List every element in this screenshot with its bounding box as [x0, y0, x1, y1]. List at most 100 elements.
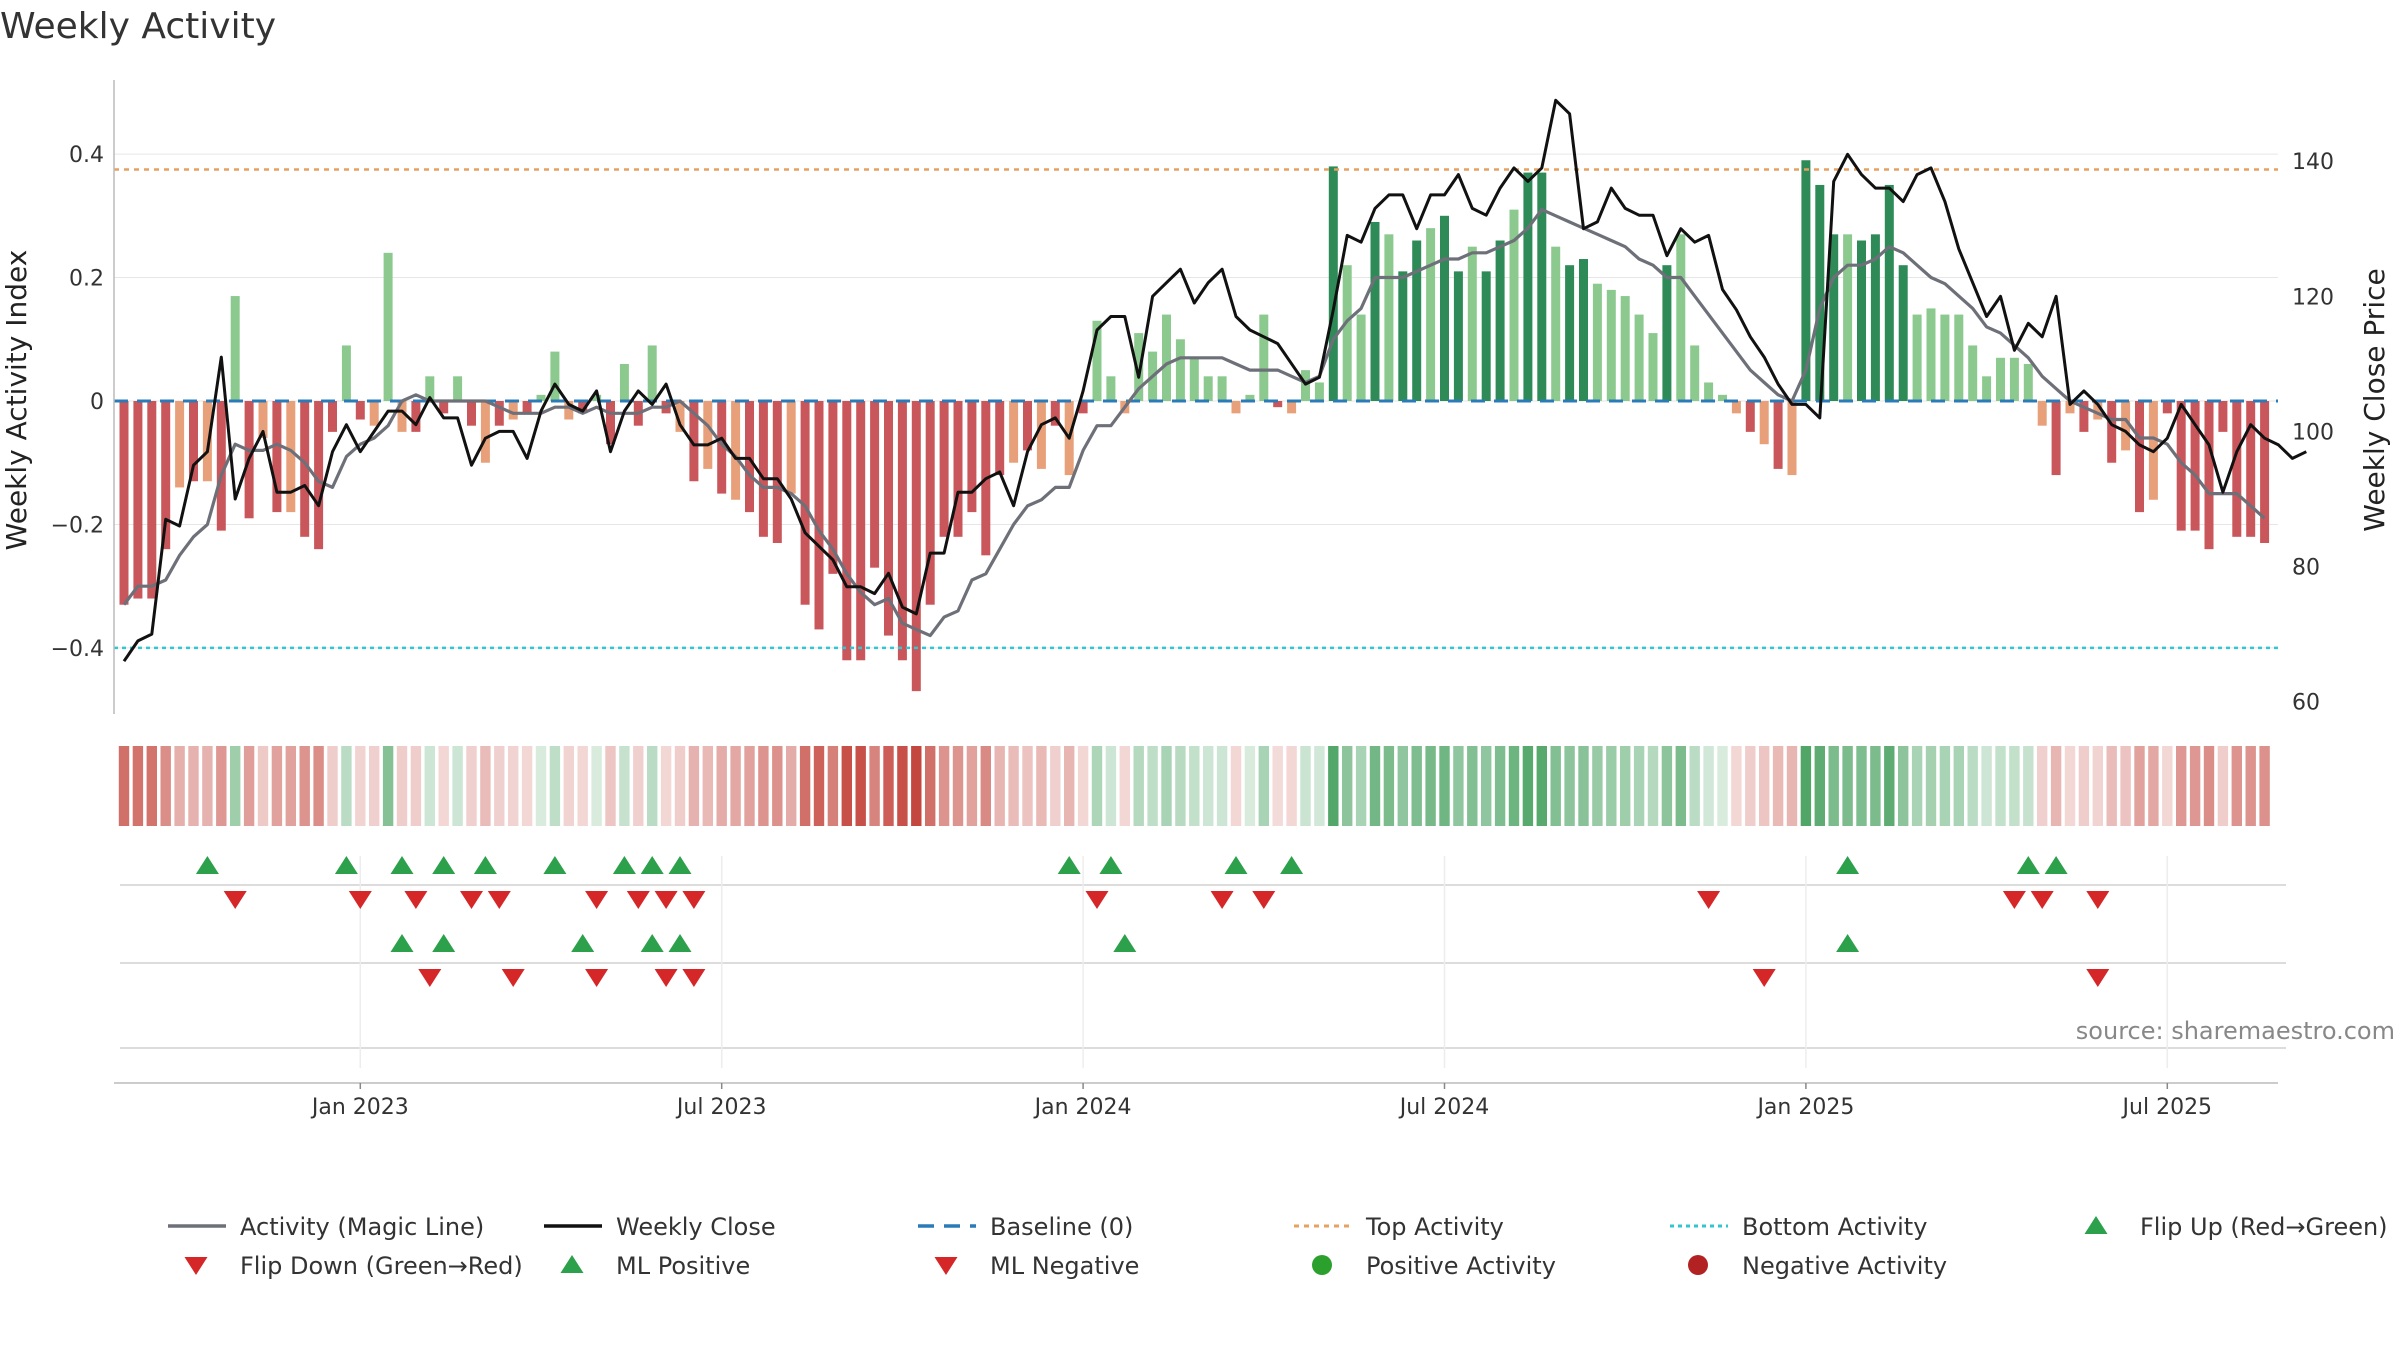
heat-cell — [2064, 746, 2076, 826]
x-tick-label: Jul 2025 — [2121, 1095, 2213, 1120]
flip-down-marker — [460, 891, 483, 909]
activity-bar — [2093, 401, 2103, 420]
heat-cell — [660, 746, 672, 826]
activity-bar — [1189, 357, 1199, 401]
heat-cell — [883, 746, 894, 826]
activity-bar — [2037, 401, 2047, 426]
heat-cell — [1397, 746, 1408, 826]
activity-bar — [856, 401, 866, 661]
heat-cell — [1647, 746, 1659, 826]
chart-title: Weekly Activity — [0, 6, 276, 47]
heat-cell — [1786, 746, 1798, 826]
flip-down-marker — [2030, 891, 2054, 909]
activity-bar — [2190, 401, 2200, 531]
flip-up-marker — [612, 856, 636, 874]
flip-up-marker — [390, 856, 414, 874]
x-tick-label: Jul 2024 — [1398, 1095, 1490, 1120]
legend-item-flipdown: Flip Down (Green→Red) — [184, 1252, 523, 1280]
heat-cell — [591, 746, 602, 826]
activity-bar — [1704, 382, 1714, 401]
activity-bar — [1398, 271, 1408, 401]
legend-item-magic: Activity (Magic Line) — [168, 1213, 484, 1241]
activity-bar — [1036, 401, 1046, 469]
heat-cell — [2217, 746, 2229, 826]
heat-cell — [1703, 746, 1714, 826]
activity-bar — [1676, 234, 1686, 401]
heat-cell — [1898, 746, 1909, 826]
ml-positive-marker — [1836, 934, 1860, 952]
activity-bar — [1773, 401, 1783, 469]
activity-bar — [786, 401, 796, 494]
heat-cell — [869, 746, 880, 826]
activity-bar — [1829, 234, 1839, 401]
activity-bar — [870, 401, 880, 568]
heat-cell — [1620, 746, 1631, 826]
flip-up-marker — [1836, 856, 1860, 874]
activity-bar — [383, 252, 393, 401]
heat-cell — [1939, 746, 1951, 826]
source-label: source: sharemaestro.com — [2076, 1017, 2395, 1045]
heat-cell — [716, 746, 727, 826]
activity-bar — [675, 401, 685, 432]
legend-label: ML Negative — [990, 1252, 1139, 1280]
heat-cell — [480, 746, 491, 826]
activity-bar — [1175, 339, 1185, 401]
heat-cell — [146, 746, 157, 826]
y-left-tick-label: −0.4 — [51, 637, 104, 662]
heat-cell — [897, 746, 908, 826]
activity-bar — [1370, 221, 1380, 401]
flip-up-marker — [473, 856, 497, 874]
heat-cell — [1133, 746, 1144, 826]
flip-down-marker — [2002, 891, 2026, 909]
activity-bar — [189, 401, 198, 482]
heat-cell — [1369, 746, 1381, 826]
heat-cell — [1842, 746, 1853, 826]
activity-bar — [1453, 271, 1463, 401]
ml-negative-marker — [501, 969, 525, 987]
activity-bar — [925, 401, 935, 605]
legend-label: Positive Activity — [1366, 1252, 1556, 1280]
ml-positive-marker — [432, 934, 456, 952]
heat-cell — [1481, 746, 1492, 826]
activity-bar — [1843, 234, 1853, 401]
heat-cell — [355, 746, 366, 826]
legend-label: ML Positive — [616, 1252, 750, 1280]
legend-label: Baseline (0) — [990, 1213, 1133, 1241]
x-axis: Jan 2023 Jul 2023 Jan 2024 Jul 2024 Jan 2025… — [114, 1082, 2278, 1120]
activity-bar — [1968, 345, 1978, 401]
activity-bar — [1662, 265, 1672, 401]
activity-bar — [230, 296, 240, 401]
activity-bar — [2260, 401, 2270, 543]
activity-bar — [1898, 265, 1908, 401]
activity-bar — [1384, 234, 1394, 401]
heat-cell — [2134, 746, 2145, 826]
flip-up-marker — [1224, 856, 1248, 874]
activity-bar — [355, 401, 365, 420]
legend-label: Activity (Magic Line) — [240, 1213, 484, 1241]
signal-markers — [120, 856, 2286, 1068]
legend: Activity (Magic Line) Weekly Close Baselin… — [168, 1213, 2388, 1280]
heat-cell — [1383, 746, 1395, 826]
flip-up-marker — [432, 856, 456, 874]
heat-cell — [633, 746, 644, 826]
heat-cell — [1022, 746, 1033, 826]
heat-cell — [1745, 746, 1756, 826]
activity-bar — [2065, 401, 2075, 414]
activity-bar — [1356, 314, 1366, 401]
activity-bar — [689, 401, 699, 482]
activity-bar — [1245, 394, 1255, 401]
activity-bar — [2162, 401, 2172, 414]
heat-cell — [605, 746, 616, 826]
heat-cell — [1800, 746, 1812, 826]
activity-bar — [1940, 314, 1950, 401]
heat-cell — [1828, 746, 1839, 826]
heat-cell — [674, 746, 686, 826]
activity-bar — [272, 401, 282, 513]
ml-positive-marker — [571, 934, 595, 952]
flip-down-marker — [1697, 891, 1721, 909]
activity-bar — [286, 401, 296, 513]
magic-line — [122, 208, 2266, 638]
heat-cell — [688, 746, 700, 826]
heat-cell — [966, 746, 978, 826]
